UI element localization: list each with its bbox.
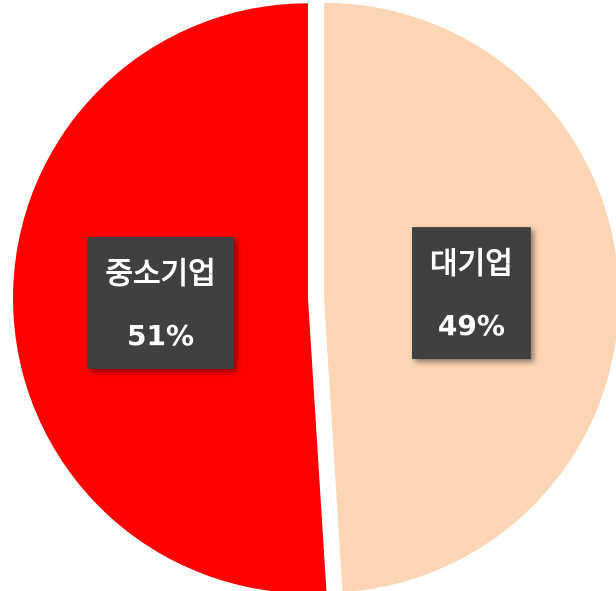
label-value: 51% [127, 319, 194, 352]
label-value: 49% [438, 309, 505, 342]
label-box [412, 227, 531, 360]
label-box [87, 236, 234, 369]
data-label: 중소기업 51% [87, 236, 234, 369]
label-category: 대기업 [430, 247, 513, 282]
label-category: 중소기업 [105, 256, 215, 291]
data-label: 대기업 49% [412, 227, 531, 360]
